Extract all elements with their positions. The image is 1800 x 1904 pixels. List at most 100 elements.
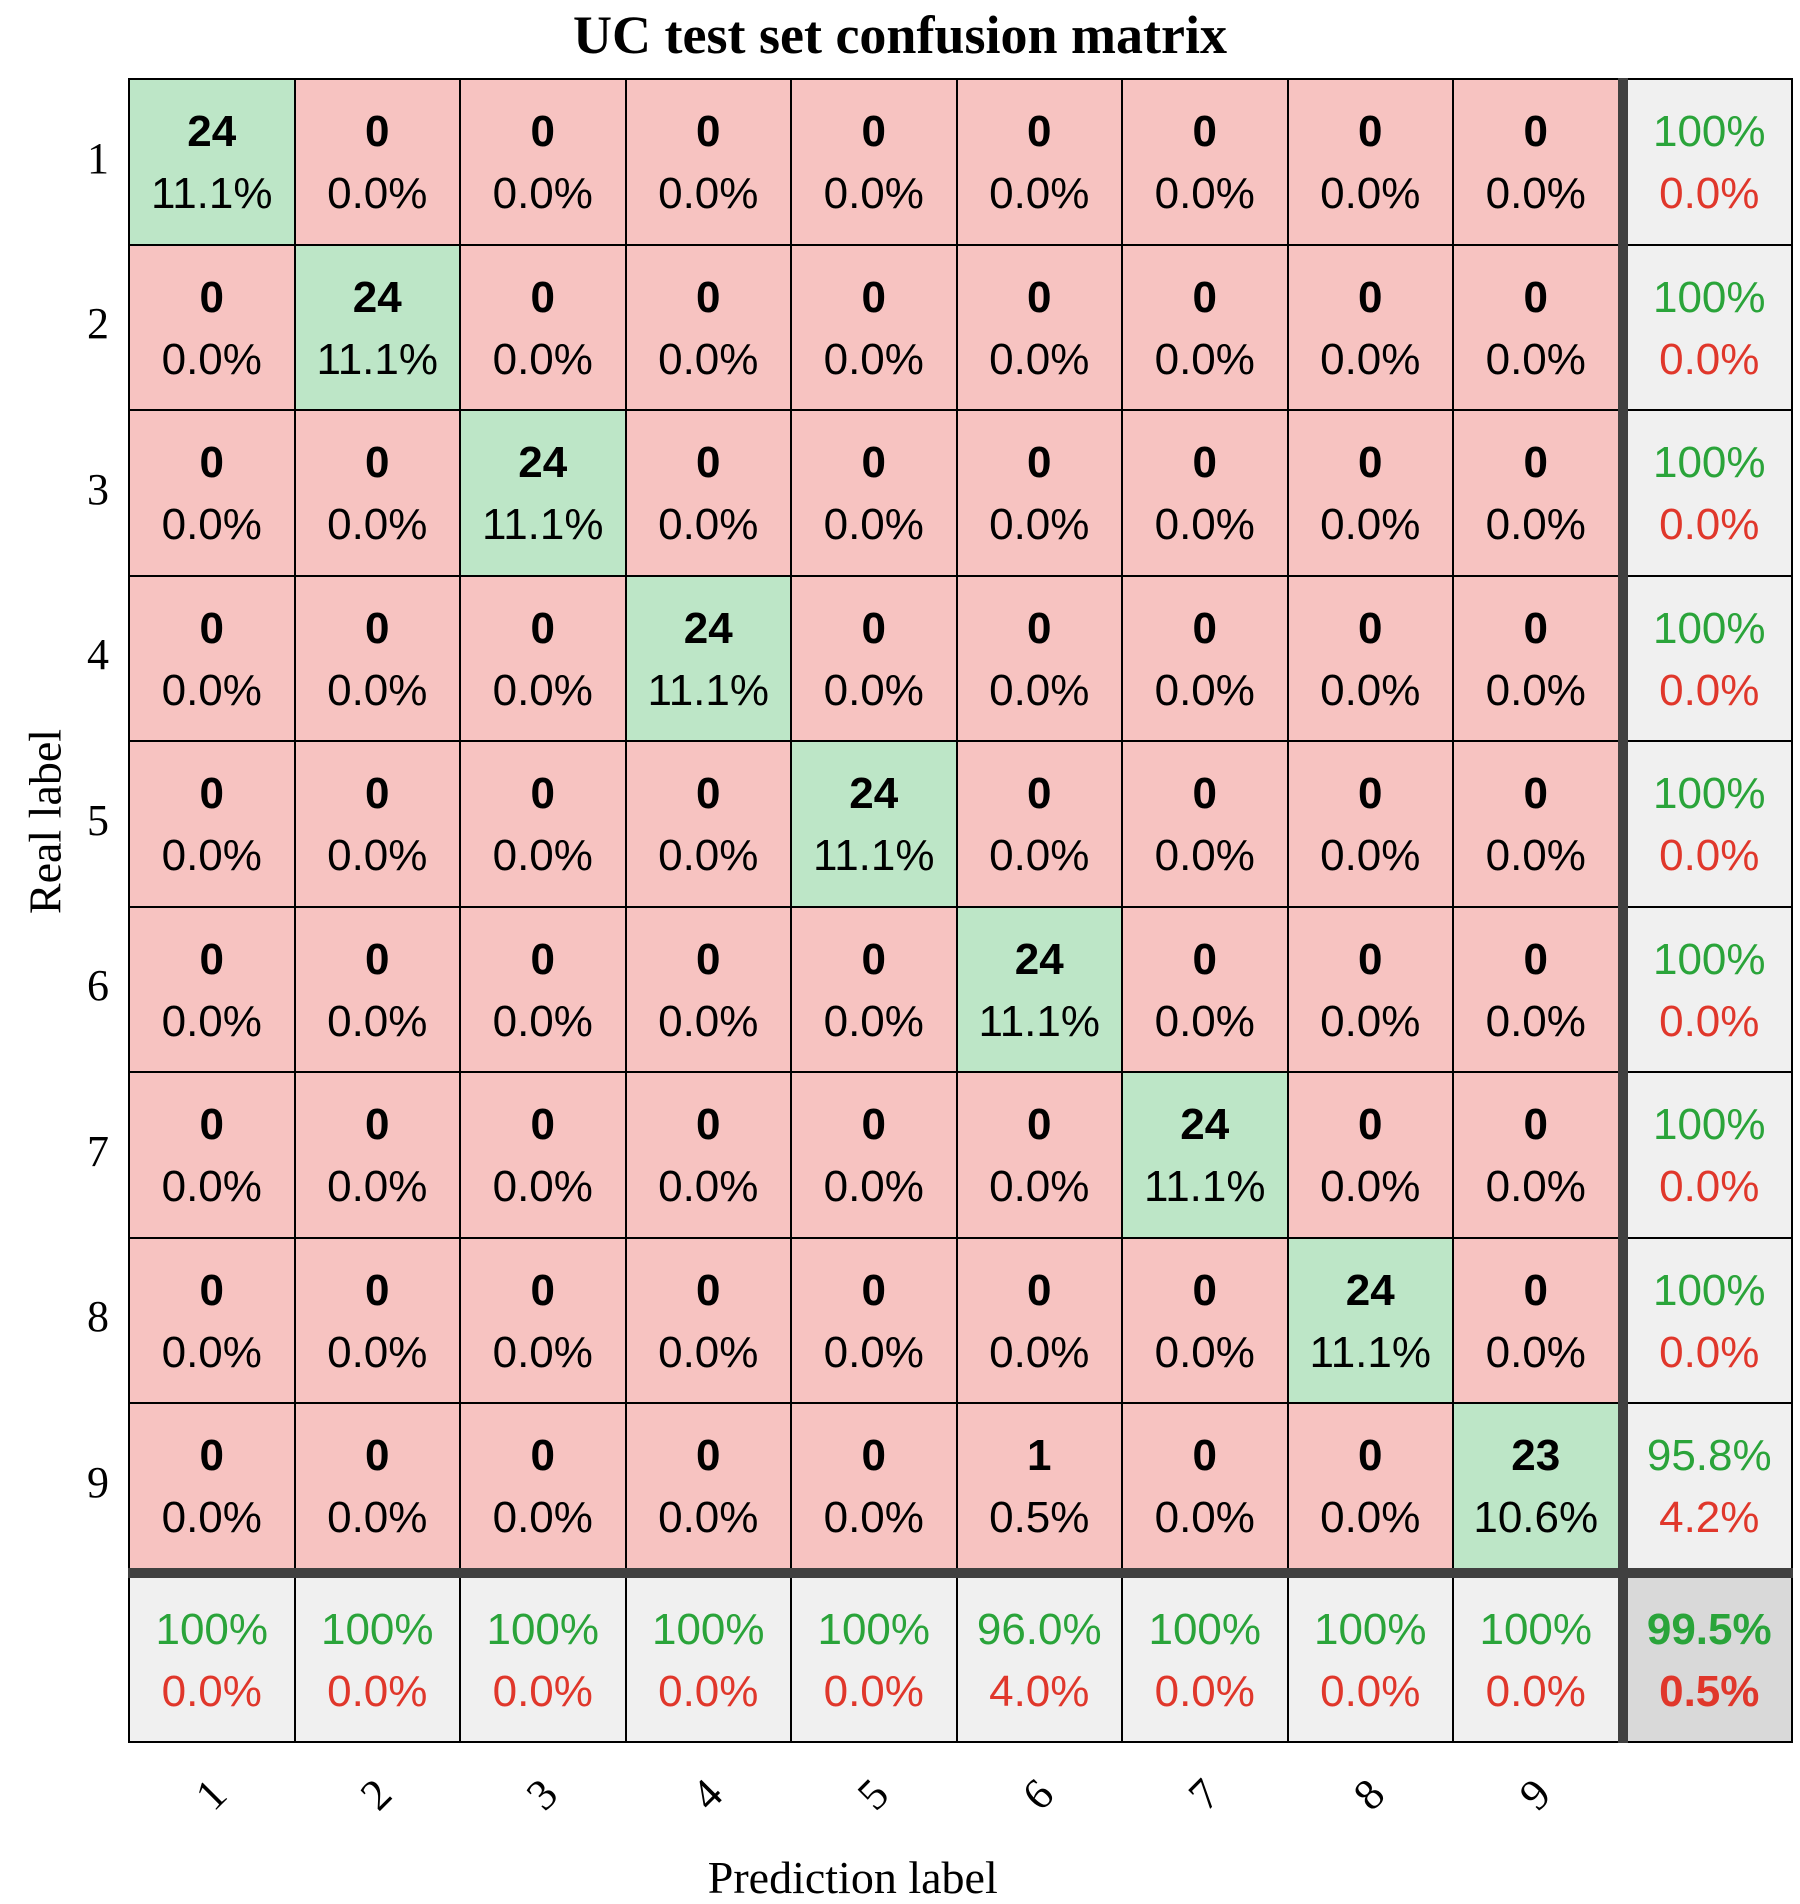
cell-count: 0 [1358, 272, 1383, 322]
matrix-cell: 0 0.0% [293, 78, 461, 246]
cell-count: 0 [530, 769, 555, 818]
cell-percent: 0.0% [1320, 831, 1421, 880]
cell-percent: 0.0% [161, 334, 262, 384]
y-tick-label: 4 [87, 630, 109, 680]
summary-column-divider [1617, 78, 1628, 1743]
matrix-cell: 0 0.0% [128, 574, 296, 742]
cell-percent: 0.0% [327, 169, 428, 218]
x-tick-label: 7 [1178, 1769, 1229, 1820]
col-summary-error: 4.0% [989, 1666, 1090, 1716]
row-summary-error: 0.0% [1659, 1327, 1760, 1377]
matrix-cell: 0 0.0% [1121, 1236, 1289, 1404]
matrix-cell: 0 0.0% [624, 243, 792, 411]
row-summary-error: 0.0% [1659, 500, 1760, 549]
col-summary-error: 0.0% [823, 1666, 924, 1716]
row-summary-correct: 95.8% [1646, 1431, 1772, 1480]
cell-percent: 0.0% [1320, 334, 1421, 384]
cell-count: 0 [530, 1265, 555, 1315]
matrix-cell: 0 0.0% [293, 1236, 461, 1404]
cell-percent: 0.0% [161, 996, 262, 1046]
y-tick-label: 9 [87, 1457, 109, 1507]
matrix-cell: 0 0.0% [1452, 740, 1620, 908]
y-tick-label: 2 [87, 299, 109, 349]
cell-percent: 0.0% [658, 1493, 759, 1542]
matrix-cell: 0 0.0% [1121, 409, 1289, 577]
cell-count: 0 [1027, 438, 1052, 487]
matrix-cell: 0 0.0% [790, 1236, 958, 1404]
row-summary-error: 0.0% [1659, 1162, 1760, 1211]
y-tick-label: 1 [87, 133, 109, 183]
cell-percent: 0.0% [327, 665, 428, 715]
matrix-cell: 0 0.0% [1121, 740, 1289, 908]
matrix-cell: 0 0.0% [955, 1071, 1123, 1239]
cell-count: 0 [365, 934, 390, 984]
row-summary-correct: 100% [1652, 603, 1766, 653]
matrix-cell: 0 0.0% [790, 1071, 958, 1239]
cell-count: 0 [696, 1100, 721, 1149]
matrix-cell: 0 0.0% [1286, 243, 1454, 411]
cell-percent: 0.0% [161, 831, 262, 880]
matrix-cell: 23 10.6% [1452, 1402, 1620, 1570]
cell-percent: 0.0% [1485, 1162, 1586, 1211]
cell-percent: 0.0% [1320, 500, 1421, 549]
cell-percent: 0.0% [1320, 996, 1421, 1046]
matrix-cell: 0 0.0% [624, 740, 792, 908]
cell-count: 0 [365, 107, 390, 156]
row-summary-error: 0.0% [1659, 665, 1760, 715]
cell-count: 0 [199, 1265, 224, 1315]
cell-count: 23 [1511, 1431, 1561, 1480]
cell-count: 0 [1523, 769, 1548, 818]
cell-count: 24 [187, 107, 237, 156]
cell-count: 0 [199, 603, 224, 653]
matrix-cell: 0 0.0% [1452, 1071, 1620, 1239]
row-summary-cell: 100% 0.0% [1625, 574, 1793, 742]
col-summary-error: 0.0% [327, 1666, 428, 1716]
col-summary-correct: 100% [155, 1604, 269, 1654]
row-summary-cell: 100% 0.0% [1625, 78, 1793, 246]
matrix-cell: 0 0.0% [1452, 574, 1620, 742]
cell-count: 0 [861, 603, 886, 653]
cell-count: 0 [1192, 1265, 1217, 1315]
cell-percent: 11.1% [151, 169, 273, 218]
cell-percent: 0.0% [327, 996, 428, 1046]
cell-percent: 0.0% [492, 831, 593, 880]
cell-percent: 11.1% [482, 500, 604, 549]
cell-count: 0 [696, 107, 721, 156]
cell-count: 0 [199, 438, 224, 487]
matrix-cell: 0 0.0% [1121, 1402, 1289, 1570]
matrix-cell: 0 0.0% [1121, 78, 1289, 246]
matrix-cell: 24 11.1% [624, 574, 792, 742]
matrix-cell: 0 0.0% [790, 409, 958, 577]
cell-percent: 0.0% [1154, 665, 1255, 715]
cell-percent: 0.0% [1154, 334, 1255, 384]
col-summary-cell: 100% 0.0% [128, 1575, 296, 1743]
matrix-cell: 0 0.0% [459, 78, 627, 246]
matrix-cell: 0 0.0% [955, 409, 1123, 577]
cell-percent: 0.0% [1154, 996, 1255, 1046]
matrix-cell: 0 0.0% [624, 905, 792, 1073]
cell-percent: 0.0% [1320, 1162, 1421, 1211]
cell-count: 0 [1358, 934, 1383, 984]
cell-count: 0 [1027, 1100, 1052, 1149]
cell-count: 0 [1358, 107, 1383, 156]
cell-count: 0 [1027, 272, 1052, 322]
cell-count: 0 [861, 272, 886, 322]
cell-count: 0 [1523, 934, 1548, 984]
col-summary-cell: 100% 0.0% [293, 1575, 461, 1743]
col-summary-error: 0.0% [1154, 1666, 1255, 1716]
cell-count: 0 [365, 438, 390, 487]
cell-count: 0 [1523, 438, 1548, 487]
cell-count: 24 [683, 603, 733, 653]
x-tick-label: 8 [1344, 1769, 1395, 1820]
cell-count: 0 [365, 1431, 390, 1480]
cell-percent: 11.1% [1144, 1162, 1266, 1211]
cell-percent: 0.0% [327, 831, 428, 880]
cell-count: 0 [1192, 769, 1217, 818]
cell-percent: 0.0% [1485, 500, 1586, 549]
cell-count: 0 [1192, 107, 1217, 156]
x-tick-label: 6 [1013, 1769, 1064, 1820]
matrix-cell: 0 0.0% [128, 740, 296, 908]
cell-count: 24 [352, 272, 402, 322]
row-summary-cell: 95.8% 4.2% [1625, 1402, 1793, 1570]
cell-percent: 11.1% [647, 665, 770, 715]
